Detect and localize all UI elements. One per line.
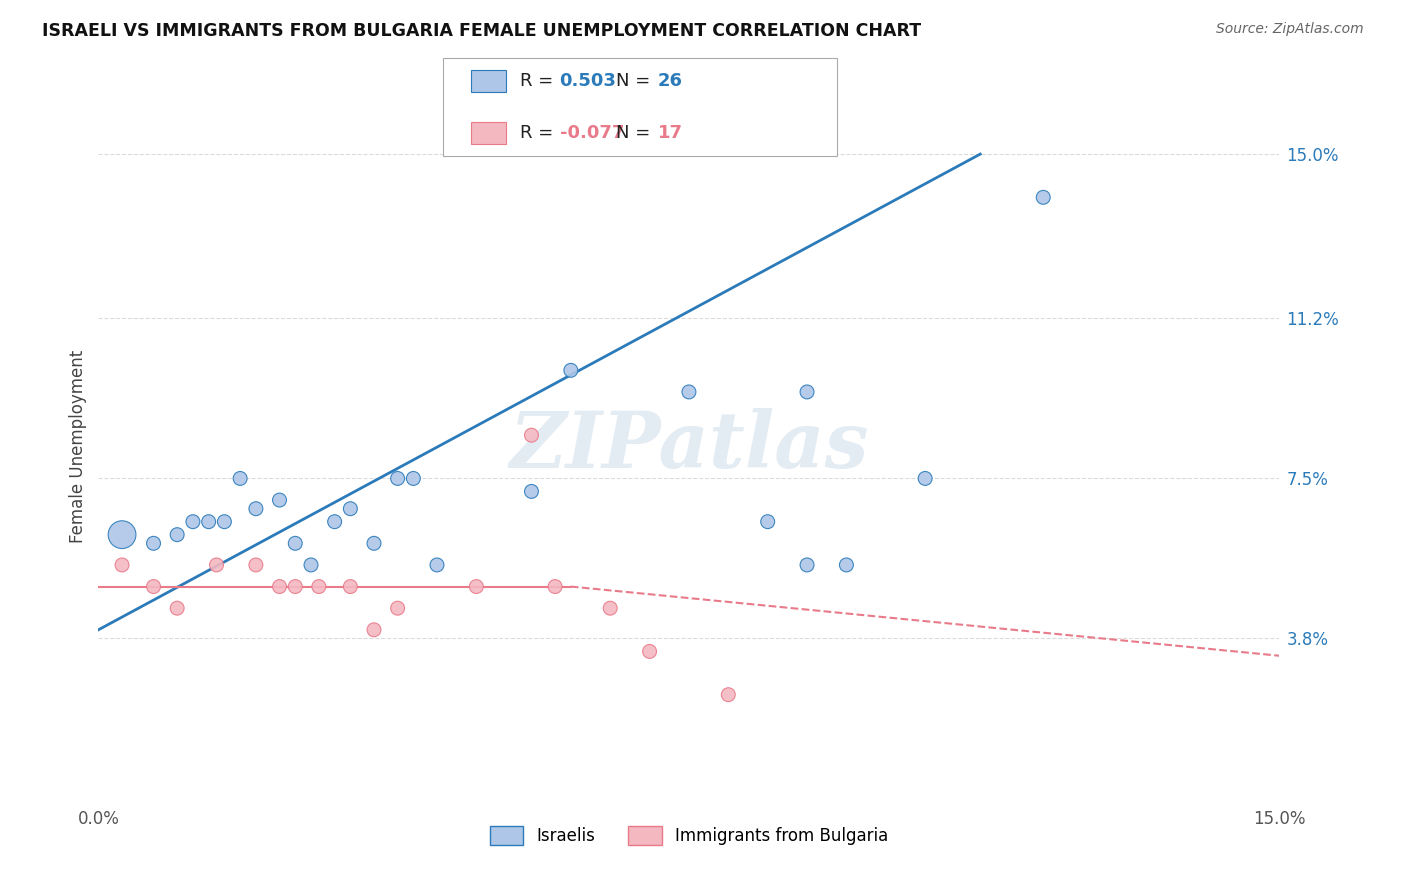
Point [205, 558, 228, 572]
Point [142, 580, 165, 594]
Point [166, 601, 188, 615]
Point [299, 558, 322, 572]
Point [599, 601, 621, 615]
Point [756, 515, 779, 529]
Point [835, 558, 858, 572]
Point [520, 484, 543, 499]
Point [1032, 190, 1054, 204]
Text: 26: 26 [658, 72, 683, 90]
Point [465, 580, 488, 594]
Point [142, 536, 165, 550]
Point [560, 363, 582, 377]
Point [269, 493, 291, 508]
Point [229, 471, 252, 485]
Point [284, 536, 307, 550]
Point [363, 623, 385, 637]
Point [197, 515, 219, 529]
Point [796, 384, 818, 399]
Text: ISRAELI VS IMMIGRANTS FROM BULGARIA FEMALE UNEMPLOYMENT CORRELATION CHART: ISRAELI VS IMMIGRANTS FROM BULGARIA FEMA… [42, 22, 921, 40]
Text: 0.503: 0.503 [560, 72, 616, 90]
Point [678, 384, 700, 399]
Point [796, 558, 818, 572]
Point [269, 580, 291, 594]
Point [111, 558, 134, 572]
Point [402, 471, 425, 485]
Point [387, 601, 409, 615]
Text: Source: ZipAtlas.com: Source: ZipAtlas.com [1216, 22, 1364, 37]
Point [323, 515, 346, 529]
Point [520, 428, 543, 442]
Point [245, 501, 267, 516]
Point [166, 527, 188, 541]
Text: N =: N = [616, 124, 655, 142]
Text: -0.077: -0.077 [560, 124, 624, 142]
Point [387, 471, 409, 485]
Point [544, 580, 567, 594]
Point [111, 527, 134, 541]
Point [339, 580, 361, 594]
Point [245, 558, 267, 572]
Point [284, 580, 307, 594]
Text: 17: 17 [658, 124, 683, 142]
Point [363, 536, 385, 550]
Point [717, 688, 740, 702]
Point [426, 558, 449, 572]
Point [214, 515, 236, 529]
Point [638, 644, 661, 658]
Text: R =: R = [520, 124, 560, 142]
Point [181, 515, 204, 529]
Legend: Israelis, Immigrants from Bulgaria: Israelis, Immigrants from Bulgaria [482, 819, 896, 852]
Text: R =: R = [520, 72, 560, 90]
Y-axis label: Female Unemployment: Female Unemployment [69, 350, 87, 542]
Text: ZIPatlas: ZIPatlas [509, 408, 869, 484]
Point [339, 501, 361, 516]
Text: N =: N = [616, 72, 655, 90]
Point [308, 580, 330, 594]
Point [914, 471, 936, 485]
